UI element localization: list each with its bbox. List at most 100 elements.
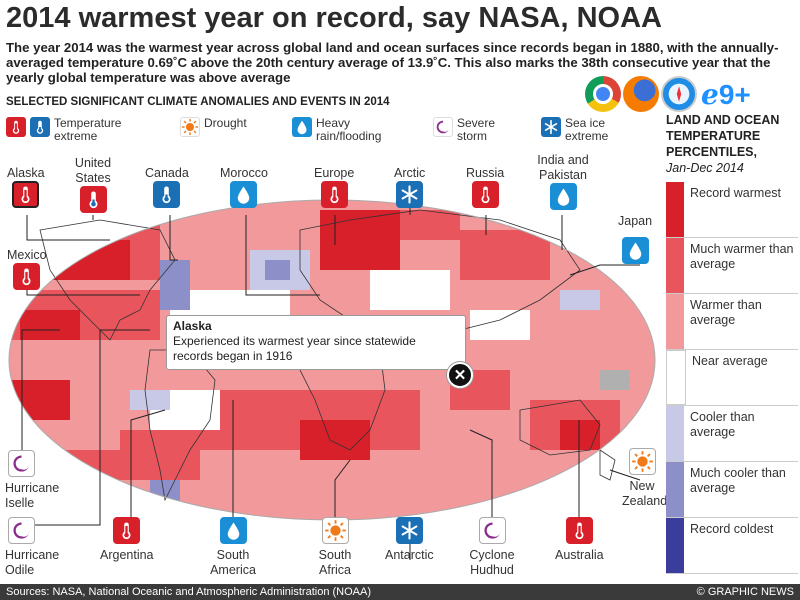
event-new-zealand-label: New Zealand <box>622 479 668 508</box>
event-south-africa[interactable]: South Africa <box>310 517 360 578</box>
thermometer-blue-icon[interactable] <box>153 181 181 208</box>
thermometer-red-icon[interactable] <box>113 517 141 544</box>
event-india-pakistan[interactable]: India and Pakistan <box>533 153 593 210</box>
event-united-states-label: United States <box>74 156 112 185</box>
browser-badges: e9+ <box>585 76 751 112</box>
event-united-states[interactable]: United States <box>72 156 114 213</box>
raindrop-icon[interactable] <box>219 517 247 544</box>
event-hurricane-iselle[interactable]: Hurricane Iselle <box>5 450 75 511</box>
sources-text: Sources: NASA, National Oceanic and Atmo… <box>6 586 371 598</box>
scale-label: Warmer than average <box>690 298 762 327</box>
footer: Sources: NASA, National Oceanic and Atmo… <box>0 584 800 600</box>
sun-icon <box>180 117 200 137</box>
section-title: SELECTED SIGNIFICANT CLIMATE ANOMALIES A… <box>6 96 390 108</box>
scale-label: Record coldest <box>690 522 774 536</box>
snowflake-icon[interactable] <box>395 517 423 544</box>
raindrop-icon[interactable] <box>230 181 258 208</box>
firefox-icon[interactable] <box>623 76 659 112</box>
thermometer-red-icon[interactable] <box>320 181 348 208</box>
thermometer-red-icon[interactable] <box>565 517 593 544</box>
thermometer-red-icon <box>6 117 26 137</box>
event-south-america[interactable]: South America <box>205 517 261 578</box>
legend-rain: Heavy rain/flooding <box>292 117 396 143</box>
scale-label: Much warmer than average <box>690 242 794 271</box>
event-japan-label: Japan <box>618 214 653 228</box>
percentile-scale-subtitle: Jan-Dec 2014 <box>666 161 744 175</box>
close-icon[interactable]: ✕ <box>447 362 473 388</box>
event-australia-label: Australia <box>555 548 604 562</box>
hurricane-icon[interactable] <box>8 450 35 477</box>
snowflake-icon[interactable] <box>396 181 424 208</box>
event-europe[interactable]: Europe <box>314 166 354 208</box>
event-mexico[interactable]: Mexico <box>7 248 47 290</box>
scale-row: Much cooler than average <box>666 462 798 518</box>
scale-swatch <box>666 350 686 405</box>
event-arctic-label: Arctic <box>394 166 426 180</box>
hurricane-icon[interactable] <box>8 517 35 544</box>
scale-row: Much warmer than average <box>666 238 798 294</box>
scale-swatch <box>666 518 684 573</box>
scale-swatch <box>666 406 684 461</box>
legend-drought-label: Drought <box>204 116 247 130</box>
scale-label: Record warmest <box>690 186 781 200</box>
raindrop-icon <box>292 117 312 137</box>
event-japan[interactable]: Japan <box>618 214 652 264</box>
scale-row: Cooler than average <box>666 406 798 462</box>
event-cyclone-hudhud[interactable]: Cyclone Hudhud <box>465 517 519 578</box>
sun-icon[interactable] <box>628 448 656 475</box>
chrome-icon[interactable] <box>585 76 621 112</box>
scale-row: Warmer than average <box>666 294 798 350</box>
legend-temperature-label: Temperature extreme <box>54 116 122 143</box>
thermometer-red-icon[interactable] <box>79 186 107 213</box>
event-cyclone-hudhud-label: Cyclone Hudhud <box>469 548 515 577</box>
raindrop-icon[interactable] <box>621 237 649 264</box>
event-arctic[interactable]: Arctic <box>394 166 425 208</box>
event-australia[interactable]: Australia <box>555 517 604 563</box>
ie-badge[interactable]: e9+ <box>701 77 751 111</box>
event-mexico-label: Mexico <box>7 248 47 262</box>
scale-row: Near average <box>666 350 798 406</box>
hurricane-icon <box>433 117 453 137</box>
copyright-text: © GRAPHIC NEWS <box>696 586 794 598</box>
event-hurricane-odile-label: Hurricane Odile <box>5 548 60 577</box>
event-morocco[interactable]: Morocco <box>220 166 268 208</box>
event-new-zealand[interactable]: New Zealand <box>622 448 668 509</box>
legend-temperature: Temperature extreme <box>6 117 134 143</box>
scale-label: Much cooler than average <box>690 466 786 495</box>
scale-row: Record coldest <box>666 518 798 574</box>
thermometer-blue-icon <box>30 117 50 137</box>
event-europe-label: Europe <box>314 166 355 180</box>
event-canada-label: Canada <box>145 166 189 180</box>
event-russia[interactable]: Russia <box>466 166 504 208</box>
scale-swatch <box>666 238 684 293</box>
event-hurricane-odile[interactable]: Hurricane Odile <box>5 517 75 578</box>
page-title: 2014 warmest year on record, say NASA, N… <box>6 2 662 34</box>
event-morocco-label: Morocco <box>220 166 268 180</box>
thermometer-red-icon[interactable] <box>13 263 41 290</box>
alaska-popup: Alaska Experienced its warmest year sinc… <box>166 315 466 370</box>
event-russia-label: Russia <box>466 166 505 180</box>
thermometer-red-icon[interactable] <box>471 181 499 208</box>
hurricane-icon[interactable] <box>478 517 506 544</box>
event-india-pakistan-label: India and Pakistan <box>537 153 589 182</box>
popup-title: Alaska <box>173 319 212 333</box>
event-alaska[interactable]: Alaska <box>7 166 45 208</box>
event-antarctic-label: Antarctic <box>385 548 434 562</box>
legend-storm: Severe storm <box>433 117 517 143</box>
thermometer-red-icon[interactable] <box>12 181 40 208</box>
event-argentina[interactable]: Argentina <box>100 517 154 563</box>
sun-icon[interactable] <box>321 517 349 544</box>
scale-swatch <box>666 294 684 349</box>
intro-text: The year 2014 was the warmest year acros… <box>6 40 779 85</box>
scale-swatch <box>666 462 684 517</box>
safari-icon[interactable] <box>661 76 697 112</box>
event-argentina-label: Argentina <box>100 548 154 562</box>
legend-rain-label: Heavy rain/flooding <box>316 116 382 143</box>
event-canada[interactable]: Canada <box>145 166 189 208</box>
event-antarctic[interactable]: Antarctic <box>385 517 434 563</box>
event-alaska-label: Alaska <box>7 166 45 180</box>
legend-seaice: Sea ice extreme <box>541 117 625 143</box>
event-hurricane-iselle-label: Hurricane Iselle <box>5 481 60 510</box>
raindrop-icon[interactable] <box>549 183 577 210</box>
percentile-scale-heading: LAND AND OCEAN TEMPERATURE PERCENTILES, <box>666 113 780 159</box>
